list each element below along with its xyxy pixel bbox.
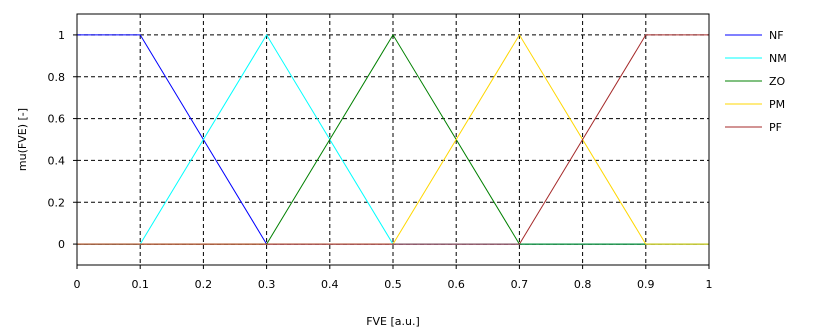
y-axis-title: mu(FVE) [-]	[16, 108, 29, 171]
x-tick-label: 0.4	[321, 278, 339, 291]
y-tick-label: 0.8	[48, 71, 66, 84]
grid	[77, 14, 709, 265]
y-tick-label: 0.6	[48, 113, 66, 126]
legend-label-pm: PM	[769, 98, 785, 111]
ticks: 0 0.1 0.2 0.3 0.4 0.5 0.6 0.7 0.8 0.9 1 0 0.2 0.4 0.6 0…	[48, 29, 713, 291]
legend-label-zo: ZO	[769, 75, 786, 88]
x-tick-label: 1	[706, 278, 713, 291]
legend-label-nm: NM	[769, 52, 787, 65]
x-tick-label: 0.1	[131, 278, 149, 291]
y-tick-label: 1	[58, 29, 65, 42]
x-tick-label: 0.2	[195, 278, 213, 291]
legend-label-nf: NF	[769, 29, 784, 42]
x-tick-label: 0.7	[511, 278, 529, 291]
x-tick-label: 0.8	[574, 278, 592, 291]
x-tick-label: 0.5	[384, 278, 402, 291]
y-tick-label: 0.4	[48, 154, 66, 167]
x-tick-label: 0.6	[447, 278, 465, 291]
y-tick-label: 0	[58, 238, 65, 251]
x-tick-label: 0.3	[258, 278, 276, 291]
series-layer	[77, 33, 709, 245]
y-tick-label: 0.2	[48, 196, 66, 209]
x-axis-title: FVE [a.u.]	[366, 315, 420, 328]
x-tick-label: 0	[74, 278, 81, 291]
series-line-pf	[77, 34, 709, 245]
x-tick-label: 0.9	[637, 278, 655, 291]
legend-label-pf: PF	[769, 121, 782, 134]
legend: NF NM ZO PM PF	[725, 29, 787, 134]
